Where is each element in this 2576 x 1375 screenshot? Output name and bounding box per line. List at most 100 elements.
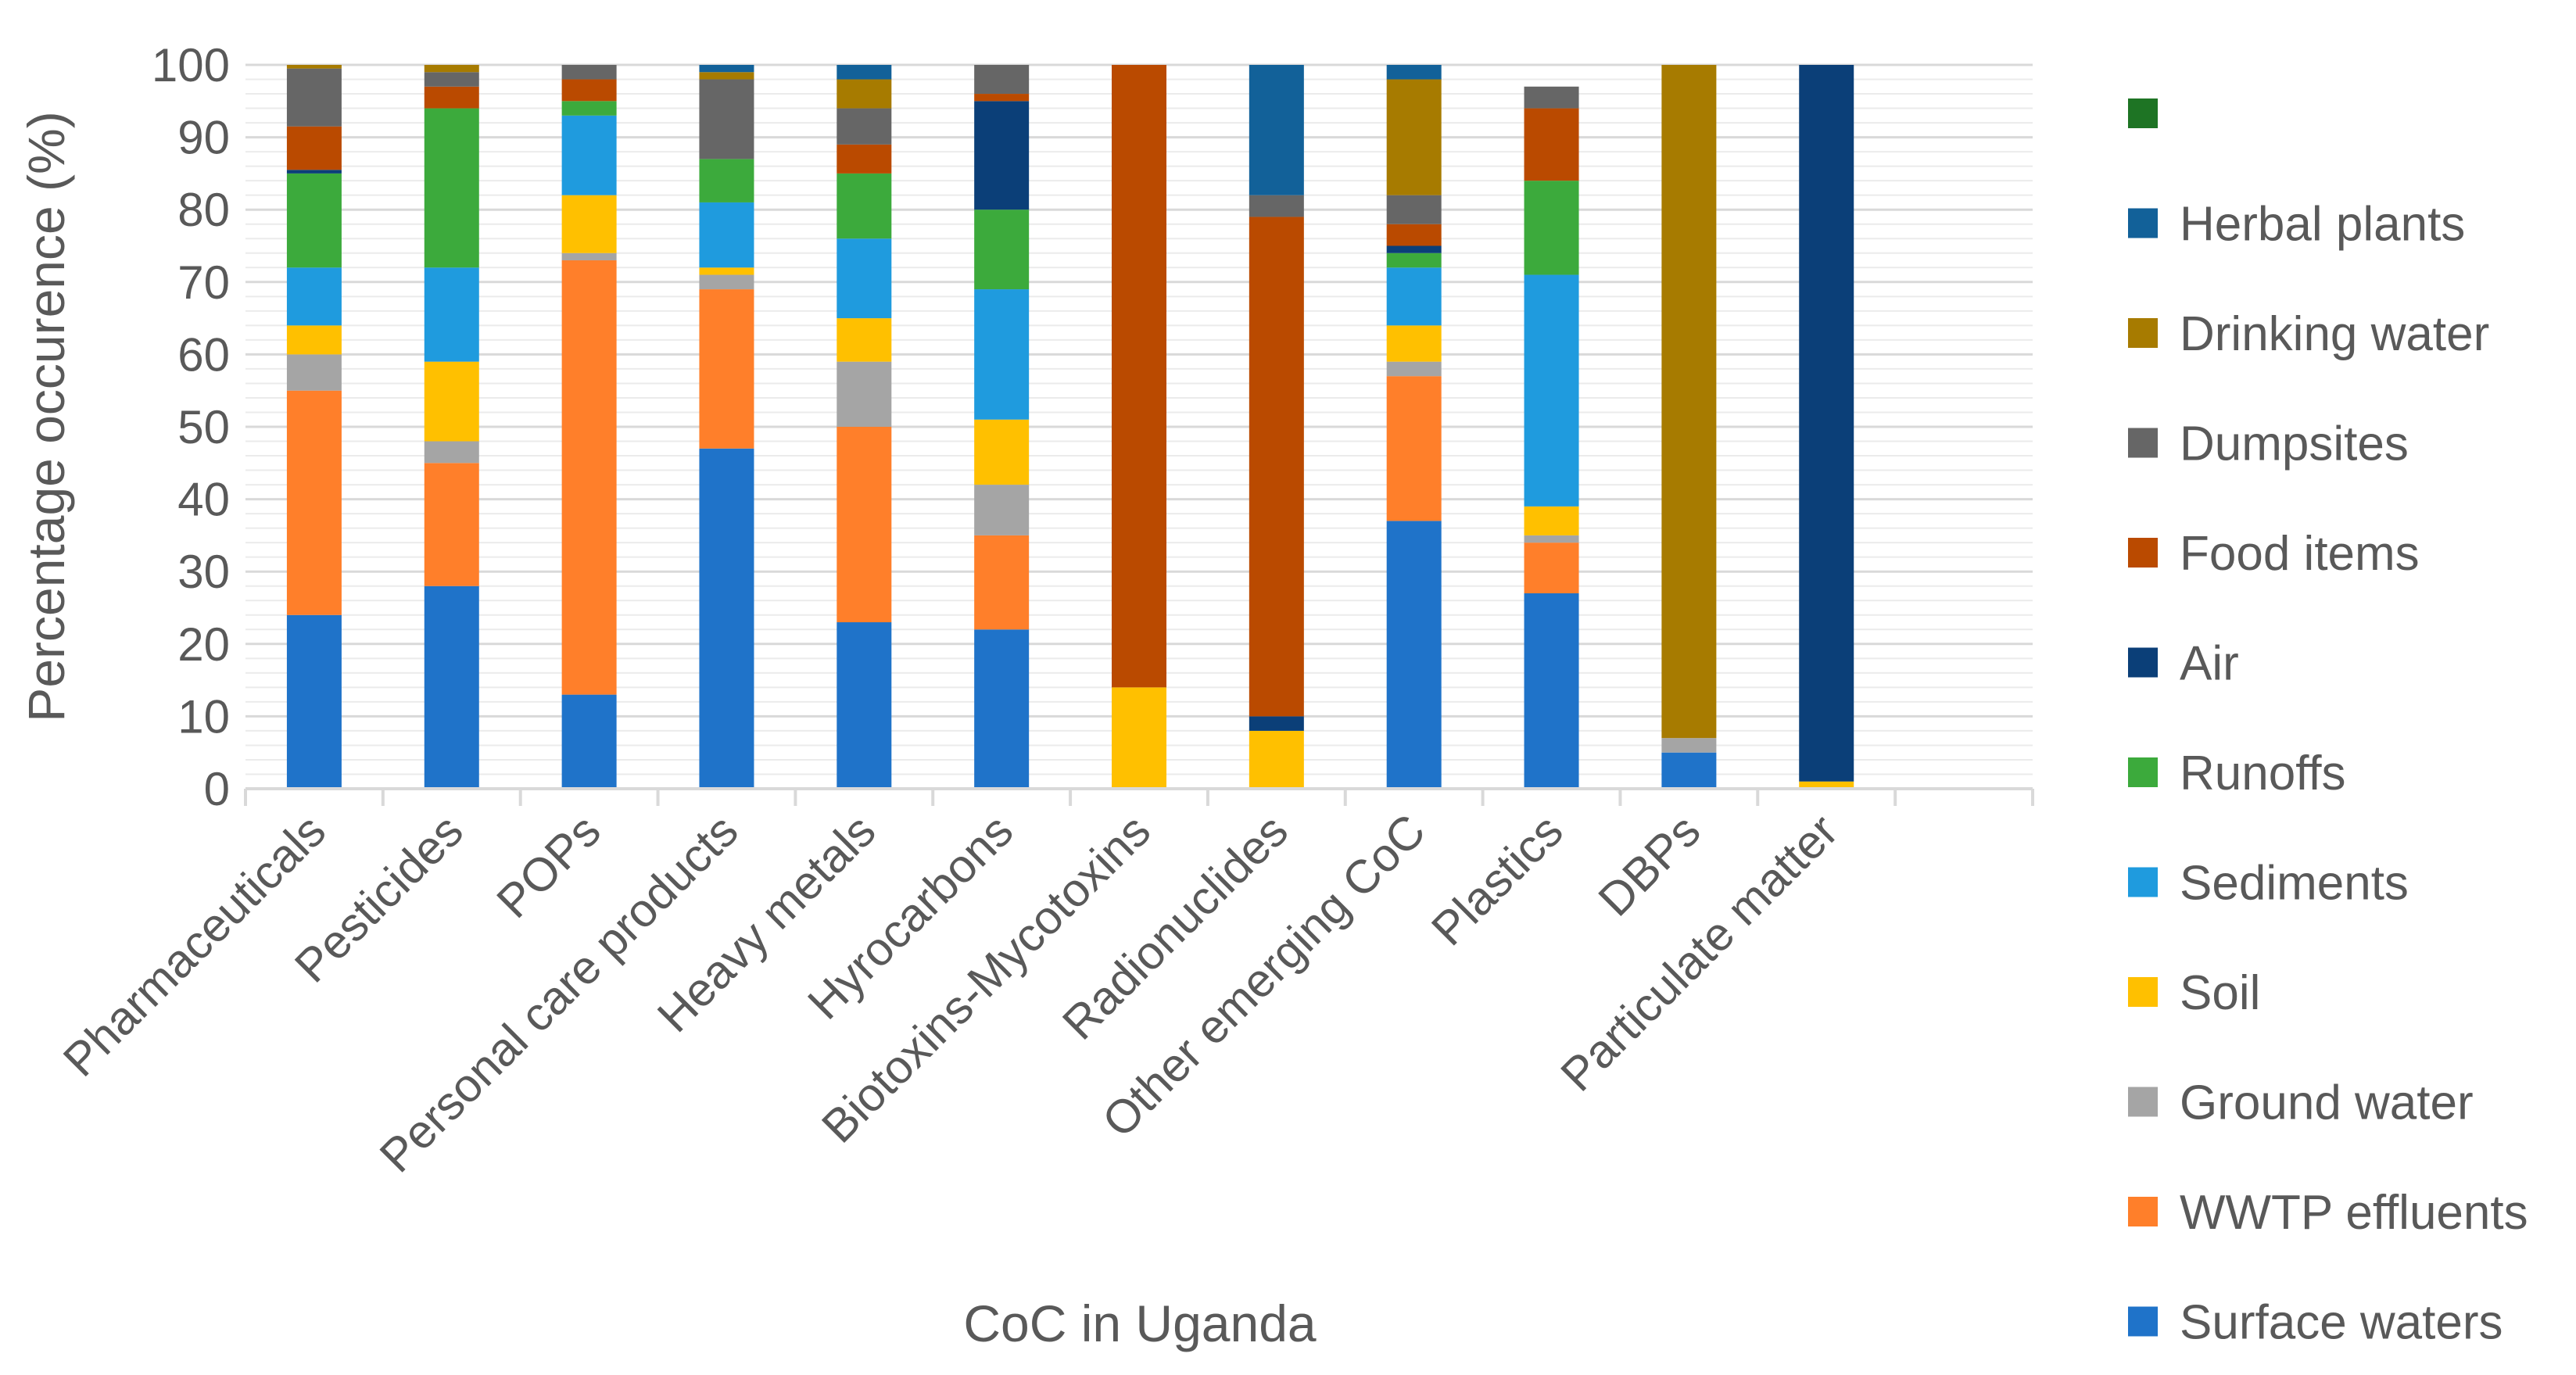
bar-segment [1524, 535, 1579, 543]
bar-segment [699, 65, 754, 73]
bar-segment [424, 108, 479, 268]
bar-segment [699, 289, 754, 449]
bar-segment [561, 101, 617, 116]
legend-swatch [2128, 647, 2158, 678]
legend-swatch [2128, 977, 2158, 1007]
bar-segment [561, 79, 617, 102]
bar-segment [424, 463, 479, 586]
bar-segment [1386, 224, 1442, 246]
bar-segment [1112, 687, 1166, 789]
bar-segment [1661, 65, 1717, 739]
y-axis-title: Percentage occurence (%) [17, 111, 75, 722]
legend: Herbal plants Drinking water Dumpsites Food… [2128, 98, 2528, 1350]
bar-segment [699, 274, 754, 290]
bar-segment [1249, 716, 1304, 731]
y-tick-label: 90 [177, 112, 230, 164]
bar-segment [286, 170, 342, 174]
bar-segment [561, 260, 617, 695]
bar-segment [974, 419, 1030, 485]
bar-segment [974, 535, 1030, 630]
bar-segment [1249, 217, 1304, 717]
y-tick-label: 30 [177, 546, 230, 598]
bar-segment [1524, 86, 1579, 109]
bar-segment [561, 694, 617, 789]
bar-segment [286, 325, 342, 355]
y-tick-label: 40 [177, 474, 230, 526]
bar-segment [286, 614, 342, 789]
legend-label: Ground water [2180, 1076, 2474, 1130]
bar-segment [837, 318, 892, 362]
bar-segment [974, 65, 1030, 95]
legend-label: Drinking water [2180, 307, 2489, 361]
bar-segment [561, 252, 617, 261]
legend-swatch [2128, 1087, 2158, 1117]
bar-segment [1386, 245, 1442, 253]
x-tick-label: DBPs [1589, 804, 1711, 926]
legend-label: Herbal plants [2180, 198, 2465, 252]
legend-label: WWTP effluents [2180, 1186, 2528, 1240]
bar-segment [1386, 252, 1442, 268]
bar-segment [974, 209, 1030, 290]
bar-segment [837, 144, 892, 174]
bar-segment [837, 427, 892, 623]
y-tick-label: 100 [152, 39, 230, 91]
bar-segment [837, 622, 892, 789]
bar-segment [1112, 65, 1166, 688]
legend-swatch [2128, 1197, 2158, 1226]
bar-segment [1249, 195, 1304, 217]
bar-segment [1249, 730, 1304, 789]
bar-segment [1661, 738, 1717, 753]
bar-segment [974, 101, 1030, 210]
bar-segment [1799, 781, 1854, 789]
legend-swatch [2128, 538, 2158, 568]
y-tick-label: 60 [177, 328, 230, 381]
bar-segment [837, 108, 892, 145]
legend-label: Food items [2180, 527, 2420, 581]
legend-label: Sediments [2180, 857, 2409, 911]
bar-segment [699, 72, 754, 80]
bar-segment [1524, 108, 1579, 181]
bar-segment [837, 173, 892, 239]
legend-label: Dumpsites [2180, 417, 2409, 471]
bar-segment [837, 65, 892, 80]
y-tick-label: 50 [177, 401, 230, 453]
legend-swatch [2128, 98, 2158, 128]
bar-segment [424, 65, 479, 73]
legend-label: Soil [2180, 966, 2260, 1020]
bar-segment [561, 195, 617, 253]
bar-segment [1386, 267, 1442, 326]
bar-segment [424, 361, 479, 442]
bar-segment [286, 65, 342, 69]
bar-segment [1249, 65, 1304, 195]
bar-segment [1799, 65, 1854, 782]
bar-segment [974, 629, 1030, 789]
bar-segment [974, 94, 1030, 102]
bar-segment [699, 448, 754, 789]
bar-segment [286, 390, 342, 615]
bar-segment [286, 354, 342, 391]
y-tick-label: 0 [204, 763, 230, 815]
legend-swatch [2128, 208, 2158, 238]
bar-segment [1524, 181, 1579, 275]
bar-segment [1386, 79, 1442, 195]
bar-segment [424, 72, 479, 87]
bar-segment [286, 68, 342, 127]
bar-segment [1524, 542, 1579, 593]
legend-label: Air [2180, 637, 2239, 691]
bar-segment [1386, 65, 1442, 80]
legend-label: Surface waters [2180, 1296, 2503, 1350]
legend-swatch [2128, 428, 2158, 458]
x-tick-label: POPs [487, 804, 611, 928]
bar-segment [1661, 752, 1717, 789]
bar-segment [699, 267, 754, 275]
bar-segment [699, 159, 754, 202]
bar-segment [1386, 376, 1442, 521]
bar-segment [1386, 361, 1442, 377]
y-tick-label: 80 [177, 184, 230, 236]
y-tick-label: 70 [177, 256, 230, 309]
bar-segment [1524, 593, 1579, 789]
bar-segment [286, 126, 342, 170]
bar-segment [1386, 325, 1442, 362]
